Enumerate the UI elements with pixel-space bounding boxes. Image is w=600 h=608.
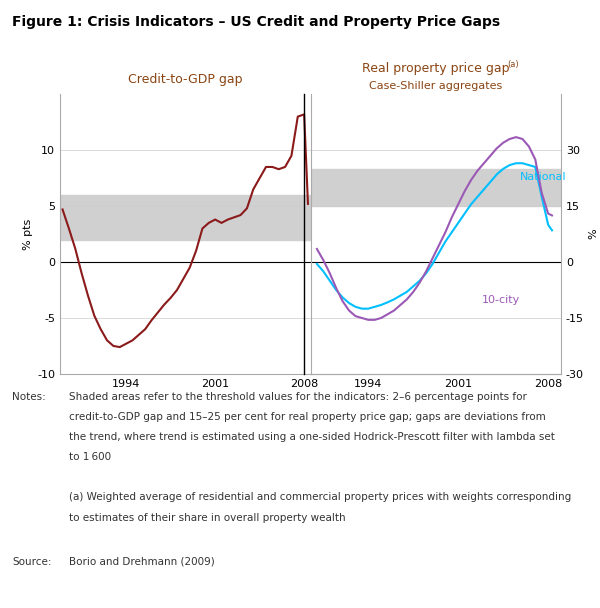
Text: Shaded areas refer to the threshold values for the indicators: 2–6 percentage po: Shaded areas refer to the threshold valu…: [69, 392, 527, 402]
Text: Notes:: Notes:: [12, 392, 46, 402]
Text: 10-city: 10-city: [481, 295, 520, 305]
Text: credit-to-GDP gap and 15–25 per cent for real property price gap; gaps are devia: credit-to-GDP gap and 15–25 per cent for…: [69, 412, 546, 422]
Text: Figure 1: Crisis Indicators – US Credit and Property Price Gaps: Figure 1: Crisis Indicators – US Credit …: [12, 15, 500, 29]
Text: to 1 600: to 1 600: [69, 452, 111, 462]
Text: (a): (a): [507, 60, 519, 69]
Y-axis label: % pts: % pts: [23, 218, 33, 250]
Bar: [311, 169, 561, 206]
Text: Borio and Drehmann (2009): Borio and Drehmann (2009): [69, 557, 215, 567]
Y-axis label: %: %: [588, 229, 598, 240]
Text: (a) Weighted average of residential and commercial property prices with weights : (a) Weighted average of residential and …: [69, 492, 571, 502]
Bar: [60, 195, 311, 240]
Text: National: National: [520, 172, 566, 182]
Text: Credit-to-GDP gap: Credit-to-GDP gap: [128, 73, 242, 86]
Text: Real property price gap: Real property price gap: [362, 61, 509, 75]
Text: Case-Shiller aggregates: Case-Shiller aggregates: [369, 81, 502, 91]
Text: the trend, where trend is estimated using a one-sided Hodrick-Prescott filter wi: the trend, where trend is estimated usin…: [69, 432, 555, 442]
Text: Source:: Source:: [12, 557, 52, 567]
Text: to estimates of their share in overall property wealth: to estimates of their share in overall p…: [69, 513, 346, 522]
